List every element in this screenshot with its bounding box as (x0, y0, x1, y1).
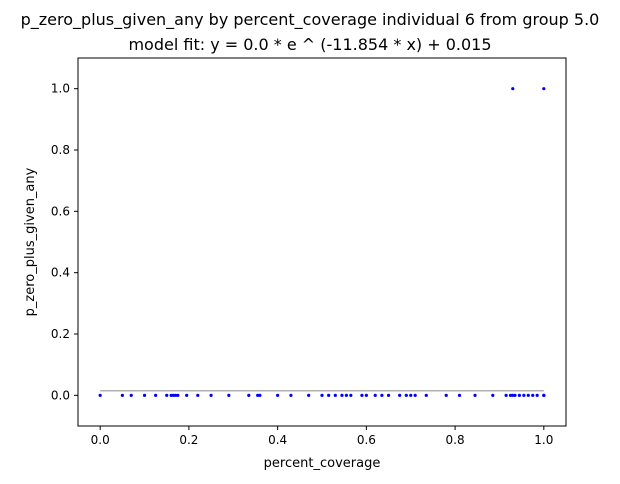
y-tick-label: 0.6 (51, 204, 70, 218)
data-point (473, 393, 477, 397)
data-point (174, 393, 178, 397)
data-point (522, 393, 526, 397)
x-axis: 0.0 0.2 0.4 0.6 0.8 1.0 (91, 426, 553, 447)
data-point (373, 393, 377, 397)
plot-area (98, 87, 546, 397)
data-point (289, 393, 293, 397)
data-point (535, 393, 539, 397)
y-tick-label: 0.2 (51, 327, 70, 341)
data-point (531, 393, 535, 397)
x-axis-label: percent_coverage (264, 456, 381, 471)
data-point (517, 393, 522, 397)
data-point (185, 393, 189, 397)
data-point (307, 393, 311, 397)
data-point (129, 393, 133, 397)
y-axis-label: p_zero_plus_given_any (23, 167, 38, 316)
y-tick-label: 1.0 (51, 82, 70, 96)
y-tick-label: 0.8 (51, 143, 70, 157)
data-point (491, 393, 495, 397)
data-point (171, 393, 175, 397)
data-point (424, 393, 428, 397)
data-point (320, 393, 324, 397)
data-point (360, 393, 364, 397)
data-point (542, 393, 546, 397)
data-point (209, 393, 213, 397)
data-point (227, 393, 231, 397)
data-point (444, 393, 448, 397)
data-point (409, 393, 413, 397)
data-point (247, 393, 251, 397)
chart-title: p_zero_plus_given_any by percent_coverag… (21, 10, 600, 30)
x-tick-label: 0.6 (357, 433, 376, 447)
data-point (511, 87, 515, 91)
plot-frame (77, 57, 567, 427)
data-point (196, 393, 200, 397)
data-point (349, 393, 353, 397)
data-point (386, 393, 391, 397)
data-point (340, 393, 344, 397)
data-point (142, 393, 147, 397)
data-point (542, 87, 546, 91)
data-point (333, 393, 337, 397)
y-tick-label: 0.4 (51, 266, 70, 280)
data-point (120, 393, 124, 397)
data-point (380, 393, 384, 397)
data-point (154, 393, 158, 397)
data-point (327, 393, 331, 397)
x-tick-label: 1.0 (534, 433, 553, 447)
data-point (504, 393, 508, 397)
data-point (398, 393, 402, 397)
data-point (258, 393, 262, 397)
data-point (344, 393, 348, 397)
data-point (404, 393, 408, 397)
data-point (457, 393, 462, 397)
data-point (508, 393, 513, 397)
data-point (256, 393, 260, 397)
y-tick-label: 0.0 (51, 388, 70, 402)
data-point (98, 393, 102, 397)
data-point (513, 393, 517, 397)
data-point (511, 393, 515, 397)
y-axis: 0.0 0.2 0.4 0.6 0.8 1.0 (51, 82, 78, 402)
x-tick-label: 0.0 (91, 433, 110, 447)
data-point (413, 393, 417, 397)
chart-subtitle: model fit: y = 0.0 * e ^ (-11.854 * x) +… (128, 35, 491, 54)
data-point (526, 393, 530, 397)
x-tick-label: 0.2 (179, 433, 198, 447)
data-point (276, 393, 280, 397)
data-point (176, 393, 180, 397)
data-point (169, 393, 173, 397)
x-tick-label: 0.4 (268, 433, 287, 447)
data-point (165, 393, 169, 397)
data-point (364, 393, 368, 397)
x-tick-label: 0.8 (446, 433, 465, 447)
